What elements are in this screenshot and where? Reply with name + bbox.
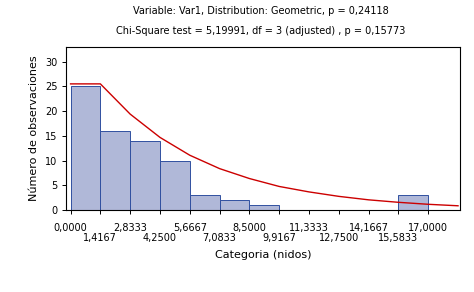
Bar	[190, 195, 219, 210]
Text: 5,6667: 5,6667	[173, 223, 207, 233]
Text: Chi-Square test = 5,19991, df = 3 (adjusted) , p = 0,15773: Chi-Square test = 5,19991, df = 3 (adjus…	[116, 26, 405, 36]
Bar	[130, 141, 160, 210]
Text: 9,9167: 9,9167	[262, 232, 296, 243]
Bar	[71, 86, 100, 210]
X-axis label: Categoria (nidos): Categoria (nidos)	[215, 250, 311, 260]
Bar	[399, 195, 428, 210]
Text: 12,7500: 12,7500	[319, 232, 359, 243]
Bar	[219, 200, 249, 210]
Text: 17,0000: 17,0000	[408, 223, 448, 233]
Text: 4,2500: 4,2500	[143, 232, 177, 243]
Text: 15,5833: 15,5833	[378, 232, 419, 243]
Bar	[100, 131, 130, 210]
Text: 7,0833: 7,0833	[203, 232, 237, 243]
Text: 2,8333: 2,8333	[113, 223, 147, 233]
Text: 8,5000: 8,5000	[232, 223, 266, 233]
Text: Variable: Var1, Distribution: Geometric, p = 0,24118: Variable: Var1, Distribution: Geometric,…	[133, 6, 389, 16]
Text: 11,3333: 11,3333	[289, 223, 329, 233]
Text: 0,0000: 0,0000	[54, 223, 87, 233]
Y-axis label: Número de observaciones: Número de observaciones	[29, 56, 39, 201]
Bar	[160, 161, 190, 210]
Text: 14,1667: 14,1667	[348, 223, 389, 233]
Text: 1,4167: 1,4167	[83, 232, 117, 243]
Bar	[249, 205, 279, 210]
